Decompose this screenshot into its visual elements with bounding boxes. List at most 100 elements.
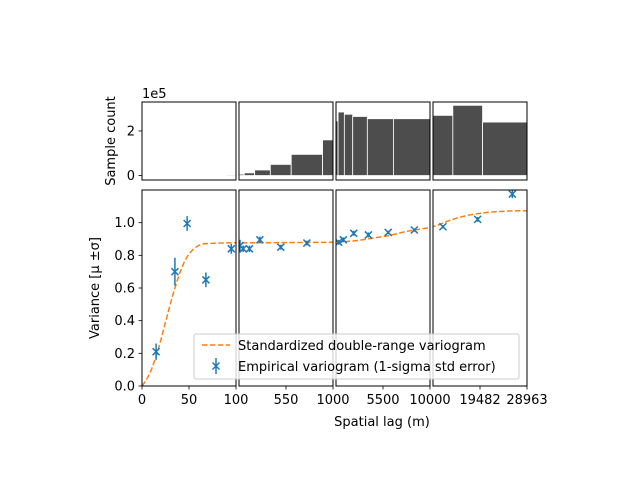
hist-bar [197, 175, 209, 177]
empirical-point [410, 225, 419, 235]
hist-frame-1 [141, 101, 237, 181]
empirical-point [508, 190, 517, 199]
empirical-point [152, 343, 161, 360]
hist-bar [142, 175, 152, 177]
empirical-point [349, 229, 358, 238]
hist-bar [322, 139, 333, 176]
x-marker-stroke [473, 215, 482, 224]
hist-ylabel: Sample count [104, 96, 119, 186]
empirical-point [239, 244, 248, 253]
hist-bar [239, 173, 245, 176]
hist-bar [366, 118, 394, 176]
xtick-label: 10000 [409, 393, 450, 408]
hist-multiplier: 1e5 [142, 87, 167, 102]
hist-frame-4 [432, 101, 528, 181]
empirical-point [302, 239, 311, 248]
xtick-label: 0 [138, 393, 146, 408]
variogram-panels: 0.0 0.2 0.4 0.6 0.8 1.0 0 50 100 550 1000 5500 10000… [114, 189, 548, 408]
ytick-label: 0.6 [114, 282, 135, 297]
x-marker-stroke [239, 244, 248, 253]
hist-bar [188, 175, 199, 177]
hist-bar [393, 118, 430, 176]
x-marker-stroke [410, 225, 419, 235]
hist-frame-2 [238, 101, 334, 181]
legend-marker-swatch [211, 358, 221, 374]
xtick-label: 28963 [506, 393, 547, 408]
x-marker-stroke [302, 239, 311, 248]
hist-bar [179, 175, 190, 177]
x-marker-stroke [170, 267, 179, 276]
x-marker-stroke [245, 244, 254, 253]
empirical-point [227, 243, 236, 254]
empirical-point [339, 235, 348, 244]
xtick-label: 5500 [366, 393, 399, 408]
ytick-label: 0.4 [114, 314, 135, 329]
x-marker-stroke [364, 230, 373, 239]
xtick-label: 100 [224, 393, 249, 408]
hist-bar [269, 163, 292, 176]
hist-ytick-label: 0 [127, 169, 135, 184]
hist-bar [254, 169, 271, 176]
x-marker-stroke [201, 275, 210, 284]
hist-bar [160, 175, 171, 177]
legend-label-empirical: Empirical variogram (1-sigma std error) [238, 360, 496, 375]
empirical-point [255, 235, 264, 244]
hist-bar [226, 174, 236, 176]
empirical-point [438, 222, 447, 231]
hist-bar [150, 175, 162, 177]
variogram-panel-2 [239, 235, 333, 253]
empirical-point [183, 216, 192, 231]
model-curve-line [142, 242, 236, 386]
hist-bar [216, 174, 227, 177]
x-marker-stroke [183, 219, 192, 228]
x-marker-stroke [255, 235, 264, 244]
x-marker-stroke [152, 347, 161, 356]
x-axis-label: Spatial lag (m) [334, 415, 430, 430]
hist-bar [452, 104, 483, 176]
ytick-label: 0.0 [114, 380, 135, 395]
xtick-label: 1000 [316, 393, 349, 408]
hist-ytick-label: 2 [127, 124, 135, 139]
empirical-point [473, 215, 482, 224]
legend-frame [193, 333, 520, 380]
hist-panel-1 [142, 174, 236, 177]
ytick-label: 0.8 [114, 249, 135, 264]
y-axis-label: Variance [μ ±σ] [88, 237, 103, 339]
hist-frame-3 [335, 101, 431, 181]
ytick-label: 0.2 [114, 347, 135, 362]
hist-bar [207, 175, 218, 177]
hist-bar [290, 153, 323, 176]
hist-bar [243, 172, 256, 176]
empirical-point [384, 228, 393, 237]
x-marker-stroke [438, 222, 447, 231]
hist-bar [343, 113, 354, 176]
legend-label-model: Standardized double-range variogram [238, 339, 486, 354]
variogram-panel-3 [336, 225, 430, 247]
xtick-label: 50 [181, 393, 198, 408]
hist-panel-3 [336, 111, 430, 176]
hist-panel-2 [239, 139, 333, 176]
empirical-point [201, 272, 210, 288]
x-marker-stroke [349, 229, 358, 238]
x-marker-stroke [384, 228, 393, 237]
hist-panel-4 [433, 104, 527, 176]
empirical-point [364, 230, 373, 239]
variogram-panel-1 [142, 216, 236, 386]
x-marker-stroke [276, 243, 285, 252]
x-marker-stroke [339, 235, 348, 244]
hist-bar [337, 111, 345, 176]
x-marker-stroke [508, 190, 517, 199]
ytick-label: 1.0 [114, 216, 135, 231]
empirical-point [170, 257, 179, 286]
empirical-point [276, 243, 285, 252]
hist-bar [169, 175, 180, 177]
empirical-point [245, 244, 254, 253]
xtick-label: 550 [274, 393, 299, 408]
hist-bar [482, 121, 527, 176]
sample-count-histogram: 02 [127, 101, 528, 184]
xtick-label: 19482 [459, 393, 500, 408]
legend: Standardized double-range variogram Empi… [193, 333, 520, 380]
hist-bar [352, 116, 368, 176]
x-marker-stroke [227, 244, 236, 253]
